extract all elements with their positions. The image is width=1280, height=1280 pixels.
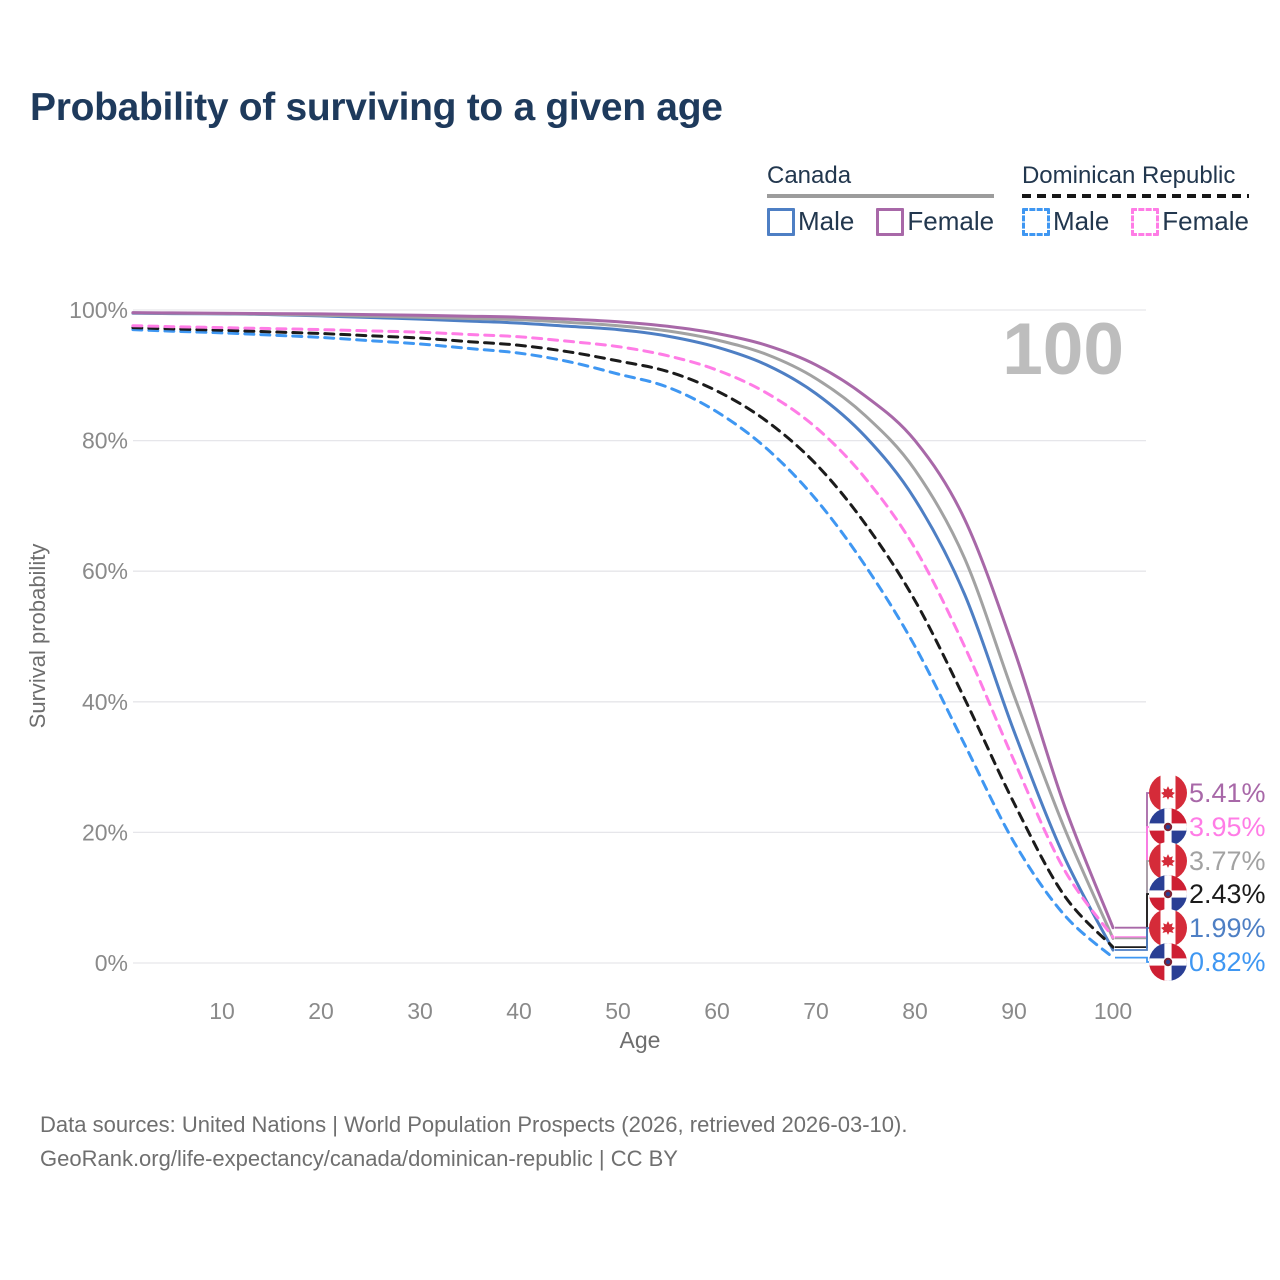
end-value-label-canada-both-sexes: 3.77%: [1189, 846, 1266, 876]
legend-heading-canada[interactable]: Canada: [767, 162, 852, 189]
end-value-label-dominican-republic-both-sexes: 2.43%: [1189, 879, 1266, 909]
dominican-republic-flag-icon: [1149, 943, 1187, 981]
legend-label-dr-female: Female: [1162, 206, 1249, 237]
series-line-canada-male[interactable]: [131, 311, 1115, 952]
legend-underline-canada-solid: [767, 194, 995, 199]
x-tick-label: 90: [1001, 998, 1027, 1024]
end-value-label-dominican-republic-female: 3.95%: [1189, 812, 1266, 842]
end-label-connector: [1115, 893, 1149, 948]
legend: Canada Male Female Dominican Republic Ma…: [767, 162, 1249, 237]
hover-age-watermark: 100: [1002, 309, 1124, 390]
x-axis-title: Age: [620, 1027, 661, 1053]
canada-flag-icon: [1149, 774, 1187, 812]
data-sources-text: Data sources: United Nations | World Pop…: [40, 1112, 908, 1137]
y-tick-label: 40%: [82, 689, 128, 715]
legend-item-dr-female[interactable]: Female: [1131, 206, 1249, 237]
x-tick-label: 70: [803, 998, 829, 1024]
dominican-republic-flag-icon: [1149, 808, 1187, 846]
end-value-label-dominican-republic-male: 0.82%: [1189, 947, 1266, 977]
legend-label-dr-male: Male: [1052, 206, 1110, 237]
end-label-connector: [1115, 792, 1149, 929]
legend-label-canada-male: Male: [798, 206, 855, 237]
end-label-connector: [1115, 927, 1149, 951]
series-line-dominican-republic-both-sexes[interactable]: [131, 326, 1115, 949]
dominican-republic-flag-icon: [1149, 875, 1187, 913]
canada-flag-icon: [1149, 842, 1187, 880]
legend-heading-dominican-republic[interactable]: Dominican Republic: [1021, 162, 1236, 189]
canada-female-swatch-icon[interactable]: [876, 207, 905, 236]
series-line-canada-both-sexes[interactable]: [131, 311, 1115, 940]
x-tick-label: 40: [506, 998, 532, 1024]
end-label-connector: [1115, 826, 1149, 939]
x-tick-label: 60: [704, 998, 730, 1024]
legend-group-canada: Canada Male Female: [767, 162, 995, 237]
y-tick-label: 0%: [95, 950, 128, 976]
end-value-label-canada-male: 1.99%: [1189, 913, 1266, 943]
attribution-link-text: GeoRank.org/life-expectancy/canada/domin…: [40, 1146, 678, 1171]
x-tick-label: 30: [407, 998, 433, 1024]
x-tick-label: 50: [605, 998, 631, 1024]
chart-footer: Data sources: United Nations | World Pop…: [40, 1108, 907, 1176]
x-tick-label: 100: [1094, 998, 1132, 1024]
end-label-connector: [1115, 956, 1149, 963]
dr-male-swatch-icon[interactable]: [1021, 207, 1050, 236]
end-label-connector: [1115, 860, 1149, 940]
series-line-canada-female[interactable]: [131, 311, 1115, 930]
dr-female-swatch-icon[interactable]: [1131, 207, 1160, 236]
end-value-label-canada-female: 5.41%: [1189, 778, 1266, 808]
x-tick-label: 10: [209, 998, 235, 1024]
y-tick-label: 100%: [69, 297, 128, 323]
legend-item-canada-female[interactable]: Female: [876, 206, 994, 237]
y-tick-label: 80%: [82, 428, 128, 454]
legend-underline-dr-dashed: [1021, 194, 1249, 199]
canada-flag-icon: [1149, 909, 1187, 947]
legend-item-canada-male[interactable]: Male: [767, 206, 854, 237]
y-tick-label: 60%: [82, 558, 128, 584]
y-axis-title: Survival probability: [25, 544, 50, 729]
page-title: Probability of surviving to a given age: [30, 86, 723, 129]
x-tick-label: 20: [308, 998, 334, 1024]
legend-item-dr-male[interactable]: Male: [1021, 206, 1110, 237]
y-tick-label: 20%: [82, 819, 128, 845]
legend-label-canada-female: Female: [907, 206, 995, 237]
x-tick-label: 80: [902, 998, 928, 1024]
series-line-dominican-republic-female[interactable]: [131, 324, 1115, 939]
series-line-dominican-republic-male[interactable]: [131, 328, 1115, 960]
legend-group-dominican-republic: Dominican Republic Male Female: [1021, 162, 1249, 237]
canada-male-swatch-icon[interactable]: [767, 207, 795, 236]
